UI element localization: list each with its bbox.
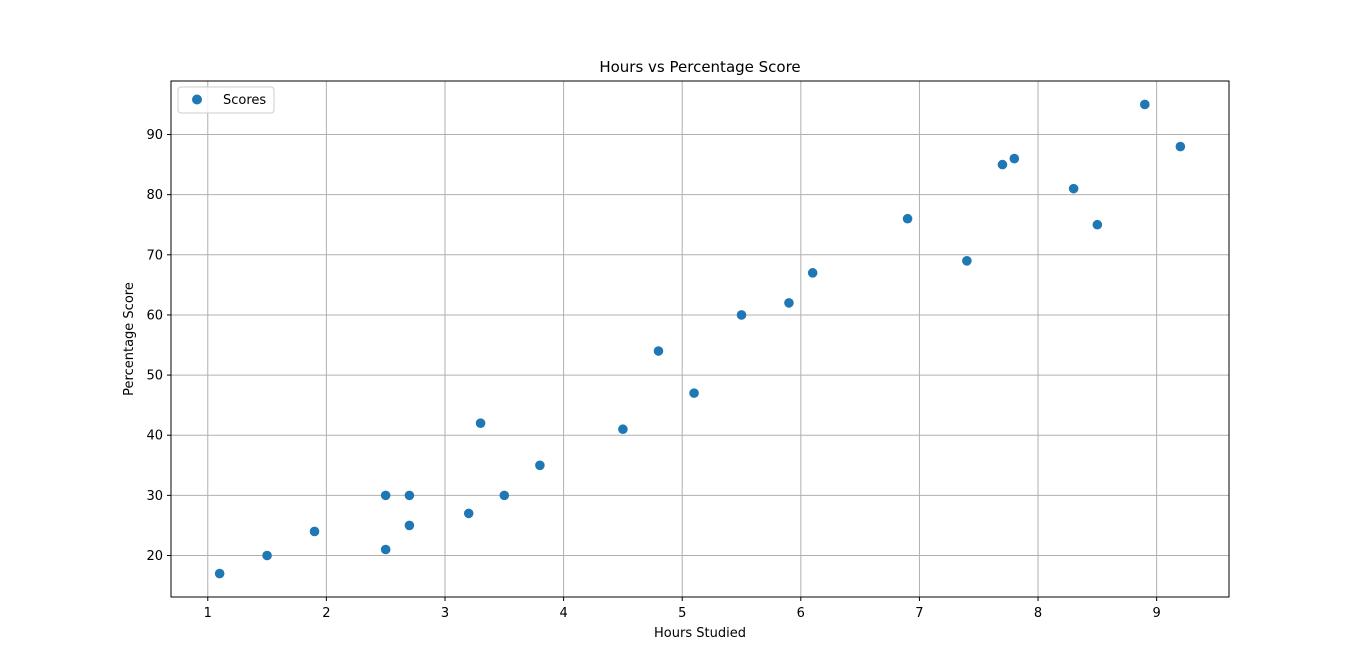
grid-lines bbox=[171, 81, 1229, 597]
legend: Scores bbox=[177, 86, 275, 114]
data-point bbox=[1068, 183, 1079, 194]
x-tick-label: 5 bbox=[678, 606, 686, 621]
x-tick-label: 1 bbox=[204, 606, 212, 621]
data-point bbox=[1009, 153, 1020, 164]
data-point bbox=[1175, 141, 1186, 152]
data-point bbox=[499, 490, 510, 501]
legend-marker-scores bbox=[192, 94, 202, 105]
data-point bbox=[380, 544, 391, 555]
y-tick-label: 60 bbox=[146, 308, 163, 323]
data-point bbox=[309, 526, 320, 537]
x-tick-label: 7 bbox=[915, 606, 923, 621]
chart-title: Hours vs Percentage Score bbox=[599, 58, 800, 76]
y-tick-label: 20 bbox=[146, 549, 163, 564]
legend-label-scores: Scores bbox=[223, 93, 266, 108]
data-point bbox=[807, 268, 818, 278]
data-point bbox=[618, 424, 628, 435]
y-tick-label: 80 bbox=[146, 188, 163, 203]
x-tick-label: 4 bbox=[559, 606, 567, 621]
data-point bbox=[997, 159, 1008, 170]
data-point bbox=[535, 460, 545, 471]
data-point bbox=[404, 520, 415, 531]
x-tick-label: 2 bbox=[322, 606, 330, 621]
x-tick-label: 6 bbox=[797, 606, 805, 621]
data-point bbox=[404, 490, 415, 501]
data-point bbox=[1092, 219, 1103, 230]
x-axis-ticks: 1 2 3 4 5 6 7 8 9 bbox=[204, 597, 1161, 621]
x-tick-label: 9 bbox=[1153, 606, 1161, 621]
x-axis-label: Hours Studied bbox=[654, 626, 746, 641]
data-point bbox=[962, 256, 972, 266]
data-point bbox=[1139, 99, 1150, 110]
y-tick-label: 30 bbox=[146, 489, 163, 504]
x-tick-label: 3 bbox=[441, 606, 449, 621]
data-point bbox=[475, 418, 486, 428]
data-point bbox=[262, 550, 272, 561]
x-tick-label: 8 bbox=[1034, 606, 1042, 621]
y-axis-label: Percentage Score bbox=[122, 282, 137, 396]
data-points bbox=[214, 99, 1186, 579]
data-point bbox=[214, 568, 225, 579]
legend-box bbox=[177, 86, 275, 114]
plot-area-frame bbox=[170, 80, 1230, 598]
data-point bbox=[784, 298, 794, 308]
y-tick-label: 40 bbox=[146, 429, 163, 444]
data-point bbox=[689, 388, 699, 398]
data-point bbox=[902, 213, 913, 224]
data-point bbox=[463, 508, 474, 519]
y-tick-label: 50 bbox=[146, 369, 163, 384]
data-point bbox=[653, 346, 664, 356]
y-tick-label: 70 bbox=[146, 248, 163, 263]
y-axis-ticks: 20 30 40 50 60 70 80 90 bbox=[146, 128, 171, 564]
y-tick-label: 90 bbox=[146, 128, 163, 143]
data-point bbox=[736, 310, 747, 320]
data-point bbox=[380, 490, 391, 501]
